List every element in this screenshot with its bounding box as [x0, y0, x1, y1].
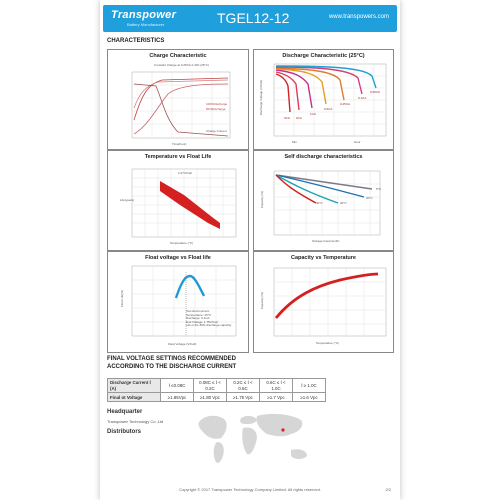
temperature-float-life-chart — [131, 168, 237, 238]
temp-float-ylabel: Life(years) — [120, 198, 135, 202]
table-cell: 0.2C ≤ Ⅰ < 0.6C — [226, 378, 260, 393]
table-cell: 0.6C ≤ Ⅰ < 1.0C — [259, 378, 293, 393]
legend-50-discharge: 50%Discharge — [206, 107, 226, 111]
note-line: Discharge: 0.1CA — [186, 316, 210, 321]
rate-0-25ca: 0.25CA — [340, 102, 351, 106]
table-cell: ≥1.7 Vpc — [259, 392, 293, 402]
page-header: Transpower Battery Manufacturer TGEL12-1… — [103, 5, 397, 32]
self-discharge-panel: Self discharge characteristics 5°C 20°C … — [253, 150, 394, 251]
rate-2ca: 2CA — [296, 116, 302, 120]
discharge-chart — [273, 63, 387, 137]
table-cell: ≥1.80 Vpc — [193, 392, 227, 402]
rate-0-05ca: 0.05CA — [370, 90, 381, 94]
table-row: Discharge Current Ⅰ (A) Ⅰ ≤0.08C 0.08C ≤… — [107, 378, 326, 393]
float-voltage-notes: Test Environment Temperature: 25°C Disch… — [186, 309, 232, 328]
rate-0-6ca: 0.6CA — [324, 107, 333, 111]
self-discharge-xlabel: Storage time(month) — [312, 239, 340, 243]
charge-chart — [131, 71, 231, 139]
self-discharge-title: Self discharge characteristics — [284, 154, 363, 160]
discharge-characteristic-panel: Discharge Characteristic (25°C) Discharg… — [253, 49, 394, 150]
headquarter-company: Transpower Technology Co.,Ltd — [107, 419, 164, 424]
website-link[interactable]: www.transpowers.com — [328, 14, 389, 20]
table-cell: ≥1.6 Vpc — [292, 392, 326, 402]
self-discharge-label-30c: 30°C — [340, 201, 347, 205]
temp-float-xlabel: Temperature (°C) — [170, 241, 194, 245]
final-voltage-heading-1: FINAL VOLTAGE SETTINGS RECOMMENDED — [107, 356, 237, 362]
final-voltage-heading-2: ACCORDING TO THE DISCHARGE CURRENT — [107, 364, 237, 370]
cap-temp-ylabel: Capacity (%) — [260, 292, 264, 310]
rate-3ca: 3CA — [284, 116, 290, 120]
float-voltage-chart — [131, 265, 237, 337]
charge-characteristic-panel: Charge Characteristic Constant Charge at… — [107, 49, 249, 150]
capacity-temperature-title: Capacity vs Temperature — [290, 255, 356, 261]
float-voltage-panel: Float voltage vs Float life Float Life(%… — [107, 251, 249, 353]
discharge-xlabel-min: Min — [292, 140, 297, 144]
capacity-temperature-chart — [273, 267, 387, 337]
headquarter-heading: Headquarter — [107, 409, 143, 415]
table-cell: ≥1.75 Vpc — [226, 392, 260, 402]
float-voltage-ylabel: Float Life(%) — [120, 290, 124, 308]
cap-temp-xlabel: Temperature (°C) — [316, 341, 340, 345]
charge-characteristic-title: Charge Characteristic — [149, 53, 207, 59]
charge-note: Constant Charge at 0.25CA 2.40V (25°C) — [154, 63, 209, 67]
table-cell: 0.08C ≤ Ⅰ < 0.2C — [193, 378, 227, 393]
self-discharge-ylabel: Capacity (%) — [260, 191, 264, 209]
page-number: 2/2 — [385, 487, 391, 492]
note-line: Life is the 80% discharge capacity — [186, 323, 232, 328]
charge-xlabel: Time(hour) — [172, 142, 187, 146]
float-voltage-title: Float voltage vs Float life — [145, 255, 211, 261]
table-row-header: Discharge Current Ⅰ (A) — [107, 378, 161, 393]
temperature-float-life-panel: Temperature vs Float Life 2.27V/Cell Lif… — [107, 150, 249, 251]
self-discharge-chart — [273, 170, 381, 236]
note-line: End Voltage: 1.75V/Cell — [186, 319, 218, 324]
table-cell: Ⅰ ≤0.08C — [160, 378, 194, 393]
capacity-temperature-panel: Capacity vs Temperature Capacity (%) Tem… — [253, 251, 394, 353]
final-voltage-table: Discharge Current Ⅰ (A) Ⅰ ≤0.08C 0.08C ≤… — [107, 378, 326, 402]
note-line: Test Environment — [186, 309, 210, 313]
self-discharge-label-20c: 20°C — [366, 196, 373, 200]
world-map-image — [198, 413, 307, 463]
table-row: Final ot Voltage ≥1.85Vpc ≥1.80 Vpc ≥1.7… — [107, 392, 326, 402]
rate-0-1ca: 0.1CA — [358, 96, 367, 100]
self-discharge-label-5c: 5°C — [376, 187, 382, 191]
table-cell: ≥1.85Vpc — [160, 392, 194, 402]
table-row-header: Final ot Voltage — [107, 392, 161, 402]
temp-float-annotation: 2.27V/Cell — [178, 171, 192, 175]
legend-100-discharge: 100%Discharge — [206, 102, 228, 106]
model-title: TGEL12-12 — [217, 10, 290, 26]
note-line: Temperature: 25°C — [186, 312, 212, 317]
temperature-float-life-title: Temperature vs Float Life — [144, 154, 212, 160]
distributors-heading: Distributors — [107, 429, 142, 435]
float-voltage-xlabel: Float Voltage (V/Cell) — [168, 342, 197, 346]
charge-current-label: Charge Current — [206, 129, 227, 133]
brand-subtitle: Battery Manufacturer — [127, 22, 165, 27]
discharge-ylabel: Discharge Voltage (V/Cell) — [259, 80, 263, 116]
rate-1ca: 1CA — [310, 112, 316, 116]
copyright-text: Copyright © 2017 Transpower Technology C… — [179, 487, 321, 492]
table-cell: Ⅰ ≥ 1.0C — [292, 378, 326, 393]
characteristics-heading: CHARACTERISTICS — [107, 38, 165, 44]
discharge-xlabel-hour: Hour — [354, 140, 361, 144]
self-discharge-label-40c: 40°C — [316, 201, 323, 205]
brand-logo: Transpower — [111, 9, 177, 21]
discharge-characteristic-title: Discharge Characteristic (25°C) — [282, 53, 365, 59]
